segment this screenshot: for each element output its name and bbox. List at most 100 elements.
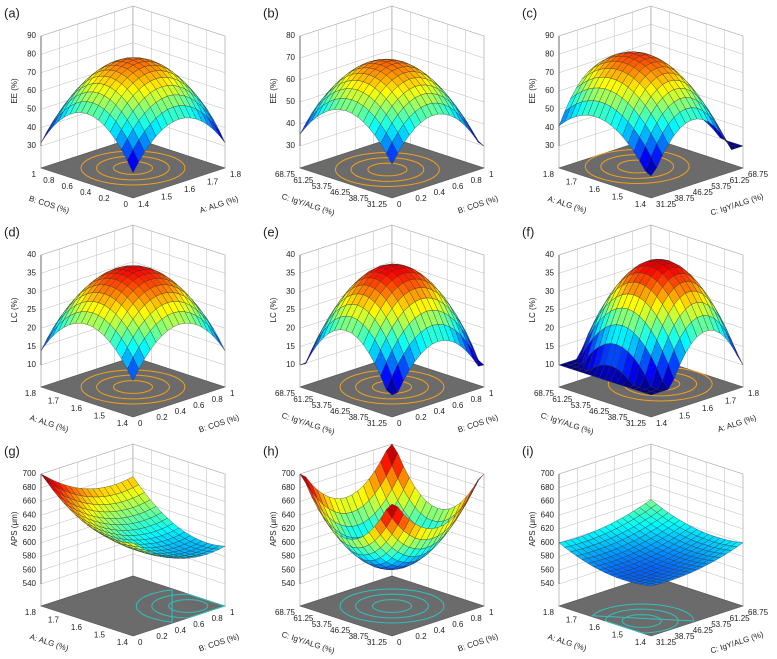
right-tick-label: 53.75 <box>711 620 732 629</box>
contour <box>621 614 662 628</box>
wall-grid <box>558 498 744 530</box>
wall-grid <box>299 261 485 292</box>
panel: 540 560 580 600 620 640 660 680 700 APS (μm) 68.75… <box>263 443 499 655</box>
z-tick-label: 80 <box>27 49 36 58</box>
panel: 540 560 580 600 620 640 660 680 700 APS (μm) 1.8 1.… <box>4 443 240 653</box>
right-tick-label: 0.4 <box>434 407 446 416</box>
wall-grid <box>558 457 744 489</box>
right-axis-label: A: ALG (%) <box>716 413 757 434</box>
right-tick-label: 1.8 <box>230 170 242 179</box>
right-tick-label: 0.4 <box>434 626 446 635</box>
left-axis-label: C: IgY/ALG (%) <box>540 411 596 437</box>
z-tick-label: 680 <box>541 483 555 492</box>
surface-cell <box>644 391 658 396</box>
left-tick-label: 46.25 <box>330 407 351 416</box>
wall-grid <box>299 224 485 256</box>
left-tick-label: 0.4 <box>80 188 92 197</box>
z-tick-label: 15 <box>545 342 554 351</box>
right-tick-label: 0.8 <box>212 395 224 404</box>
left-tick-label: 1.5 <box>612 631 624 640</box>
left-tick-label: 53.75 <box>312 182 333 191</box>
z-tick-label: 60 <box>545 86 554 95</box>
contour <box>604 608 679 634</box>
contour <box>168 599 209 613</box>
right-tick-label: 0.2 <box>415 413 427 422</box>
z-tick-label: 540 <box>23 579 37 588</box>
left-tick-label: 38.75 <box>608 413 629 422</box>
left-tick-label: 68.75 <box>275 389 296 398</box>
left-tick-label: 46.25 <box>330 188 351 197</box>
panel-label: (e) <box>263 224 279 239</box>
wall-grid <box>558 24 744 55</box>
right-tick-label: 68.75 <box>748 608 769 617</box>
floor <box>299 575 485 637</box>
z-tick-label: 70 <box>545 68 554 77</box>
z-axis-label: LC (%) <box>10 297 19 322</box>
contour <box>135 589 173 623</box>
left-tick-label: 1.7 <box>566 616 578 625</box>
z-tick-label: 10 <box>27 360 36 369</box>
right-tick-label: 1.5 <box>161 193 173 202</box>
right-tick-label: 61.25 <box>730 176 751 185</box>
z-tick-label: 25 <box>27 305 36 314</box>
panel-label: (a) <box>4 5 20 20</box>
left-tick-label: 53.75 <box>312 620 333 629</box>
z-tick-label: 620 <box>541 524 555 533</box>
wall-grid <box>40 243 226 274</box>
right-tick-label: 0.6 <box>452 401 464 410</box>
left-tick-label: 1.7 <box>48 616 60 625</box>
right-tick-label: 31.25 <box>656 200 677 209</box>
z-tick-label: 80 <box>286 31 295 40</box>
z-tick-label: 50 <box>286 97 295 106</box>
z-tick-label: 10 <box>286 360 295 369</box>
right-tick-label: 1.7 <box>207 178 219 187</box>
left-tick-label: 61.25 <box>293 176 314 185</box>
z-tick-label: 50 <box>545 104 554 113</box>
left-tick-label: 0 <box>124 200 129 209</box>
right-tick-label: 0 <box>138 638 143 647</box>
z-tick-label: 50 <box>27 104 36 113</box>
left-tick-label: 38.75 <box>349 632 370 641</box>
left-tick-label: 1.7 <box>48 397 60 406</box>
left-tick-label: 68.75 <box>275 608 296 617</box>
z-tick-label: 580 <box>541 552 555 561</box>
z-tick-label: 560 <box>23 565 37 574</box>
left-tick-label: 38.75 <box>349 413 370 422</box>
z-tick-label: 25 <box>286 305 295 314</box>
z-tick-label: 700 <box>23 469 37 478</box>
z-tick-label: 40 <box>545 250 554 259</box>
wall-grid <box>558 485 744 516</box>
z-tick-label: 40 <box>545 123 554 132</box>
left-tick-label: 38.75 <box>349 194 370 203</box>
right-tick-label: 1 <box>489 170 494 179</box>
panel-label: (b) <box>263 5 279 20</box>
left-axis-label: B: COS (%) <box>28 194 71 216</box>
left-tick-label: 1.4 <box>117 638 129 647</box>
wall-grid <box>558 5 744 37</box>
left-axis-label: A: ALG (%) <box>547 194 588 215</box>
left-tick-label: 1.4 <box>635 638 647 647</box>
left-tick-label: 46.25 <box>589 407 610 416</box>
surface-cell <box>645 583 657 587</box>
left-tick-label: 1.5 <box>94 412 106 421</box>
z-tick-label: 20 <box>545 323 554 332</box>
panel-label: (d) <box>4 224 20 239</box>
panel-label: (i) <box>522 443 534 458</box>
right-tick-label: 1 <box>230 389 235 398</box>
left-tick-label: 68.75 <box>534 389 555 398</box>
right-axis-label: C: IgY/ALG (%) <box>709 192 765 218</box>
z-tick-label: 10 <box>545 360 554 369</box>
left-axis-label: C: IgY/ALG (%) <box>281 192 337 218</box>
right-tick-label: 0.8 <box>471 176 483 185</box>
z-tick-label: 680 <box>23 483 37 492</box>
panel-label: (f) <box>522 224 534 239</box>
panel-label: (c) <box>522 5 537 20</box>
z-axis-label: LC (%) <box>528 297 537 322</box>
z-tick-label: 30 <box>545 141 554 150</box>
contour <box>96 374 170 400</box>
right-axis-label: B: COS (%) <box>198 632 241 654</box>
contour <box>350 157 425 182</box>
wall-grid <box>299 49 485 81</box>
